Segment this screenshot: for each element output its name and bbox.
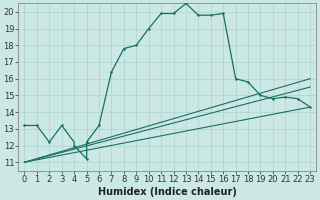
X-axis label: Humidex (Indice chaleur): Humidex (Indice chaleur)	[98, 187, 237, 197]
